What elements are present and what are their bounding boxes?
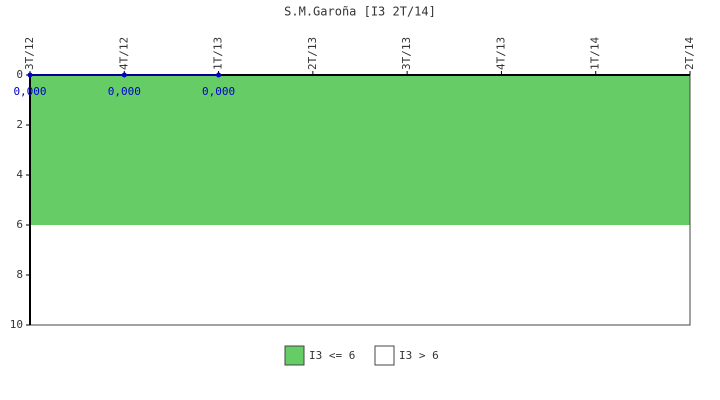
data-label: 0,000 xyxy=(108,85,141,98)
band xyxy=(30,75,690,225)
x-tick-label: 2T/14 xyxy=(683,37,696,70)
chart-title: S.M.Garoña [I3 2T/14] xyxy=(284,5,436,19)
y-tick-label: 2 xyxy=(16,118,23,131)
x-tick-label: 4T/12 xyxy=(117,37,130,70)
legend-swatch xyxy=(284,345,305,366)
x-tick-label: 1T/14 xyxy=(589,37,602,70)
x-tick-label: 1T/13 xyxy=(212,37,225,70)
y-tick-label: 4 xyxy=(16,168,23,181)
data-point xyxy=(121,72,127,78)
y-tick-label: 0 xyxy=(16,68,23,81)
band xyxy=(30,225,690,325)
data-point xyxy=(27,72,33,78)
y-tick-label: 6 xyxy=(16,218,23,231)
legend-swatch xyxy=(374,345,395,366)
y-tick-label: 8 xyxy=(16,268,23,281)
legend-label: I3 > 6 xyxy=(399,349,439,362)
data-point xyxy=(216,72,222,78)
x-tick-label: 3T/12 xyxy=(23,37,36,70)
x-tick-label: 2T/13 xyxy=(306,37,319,70)
x-tick-label: 4T/13 xyxy=(494,37,507,70)
y-tick-label: 10 xyxy=(10,318,23,331)
data-label: 0,000 xyxy=(202,85,235,98)
x-tick-label: 3T/13 xyxy=(400,37,413,70)
legend-label: I3 <= 6 xyxy=(309,349,355,362)
data-label: 0,000 xyxy=(13,85,46,98)
